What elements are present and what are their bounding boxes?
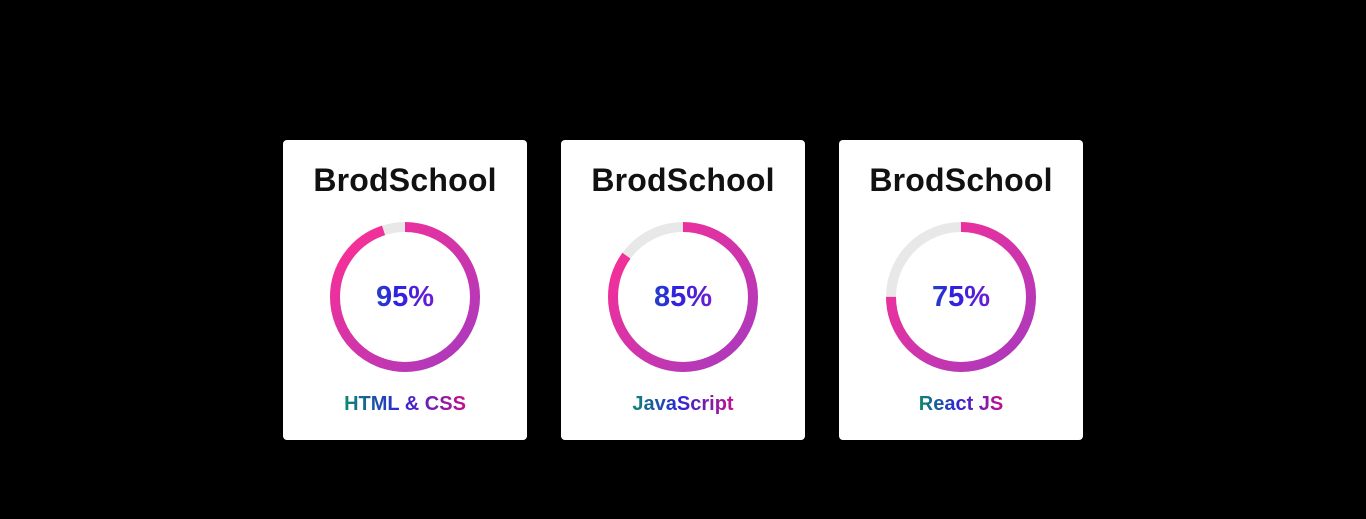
progress-ring-svg: [608, 222, 758, 372]
skill-label-wrap: JavaScript: [561, 393, 805, 416]
percent-label: 85%: [608, 222, 758, 372]
progress-card-javascript: BrodSchool 85% JavaScript: [561, 140, 805, 440]
progress-arc: [330, 222, 480, 372]
progress-ring-svg: [886, 222, 1036, 372]
percent-label: 95%: [330, 222, 480, 372]
skill-label-wrap: HTML & CSS: [283, 393, 527, 416]
progress-card-react-js: BrodSchool 75% React JS: [839, 140, 1083, 440]
cards-row: BrodSchool 95% HTML & CSS BrodSchool 85%…: [283, 140, 1083, 440]
progress-ring: [608, 222, 758, 372]
progress-ring: [330, 222, 480, 372]
skill-label-wrap: React JS: [839, 393, 1083, 416]
card-title: BrodSchool: [869, 162, 1053, 198]
percent-label: 75%: [886, 222, 1036, 372]
progress-ring: [886, 222, 1036, 372]
skill-label: HTML & CSS: [344, 393, 466, 415]
progress-ring-svg: [330, 222, 480, 372]
card-title: BrodSchool: [313, 162, 497, 198]
skill-label: JavaScript: [632, 393, 734, 415]
progress-card-html-css: BrodSchool 95% HTML & CSS: [283, 140, 527, 440]
progress-arc: [608, 222, 758, 372]
progress-arc: [886, 222, 1036, 372]
card-title: BrodSchool: [591, 162, 775, 198]
skill-label: React JS: [918, 393, 1004, 415]
